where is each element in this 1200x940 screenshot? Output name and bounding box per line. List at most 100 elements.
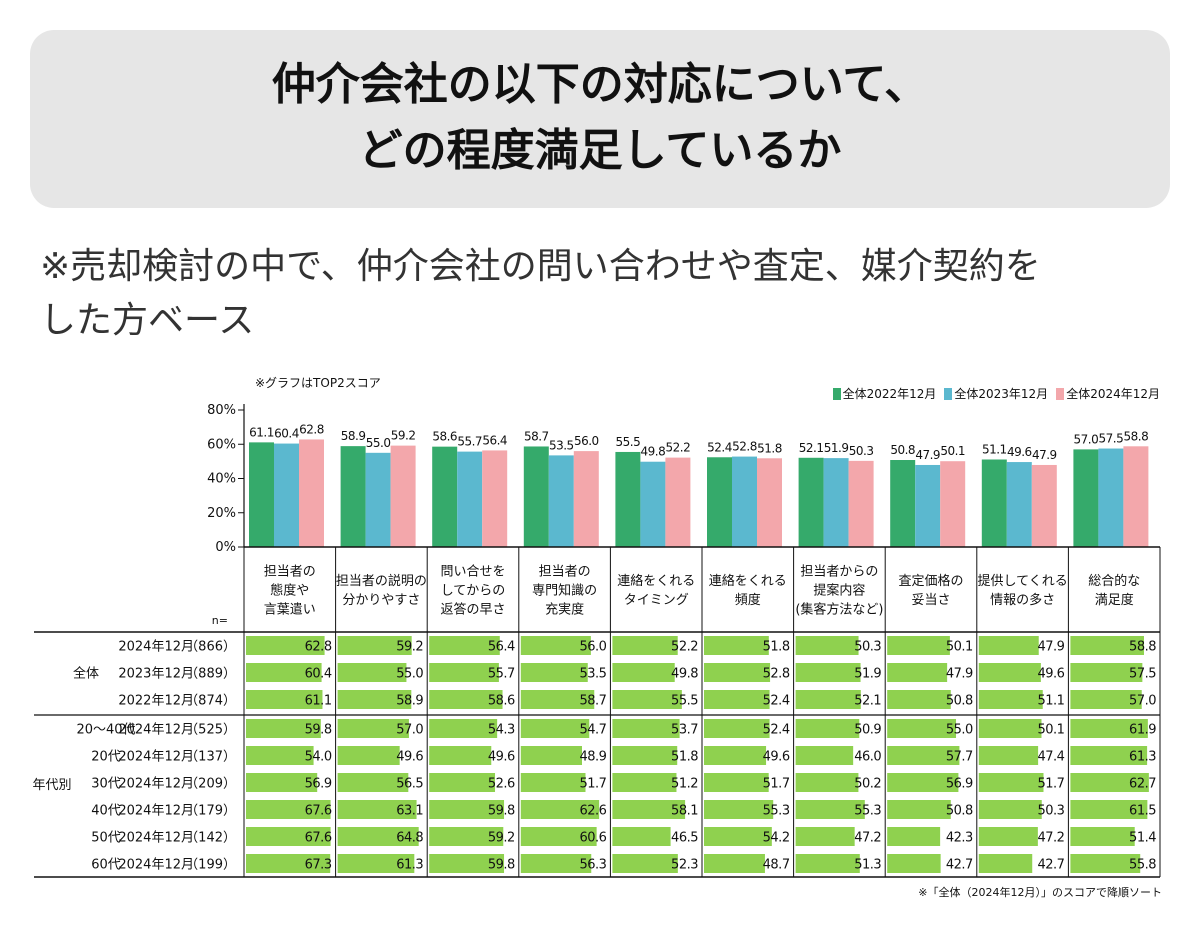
table-value-label: 60.6 xyxy=(579,831,606,846)
category-label: 連絡をくれる頻度 xyxy=(709,573,787,608)
table-bar xyxy=(246,636,325,655)
table-bar xyxy=(704,854,765,873)
table-bar xyxy=(520,746,582,765)
table-bar xyxy=(520,690,595,709)
table-value-label: 54.3 xyxy=(488,723,515,738)
table-value-label: 47.4 xyxy=(1037,750,1064,765)
table-bar xyxy=(337,663,407,682)
table-bar xyxy=(1070,719,1148,738)
table-value-label: 56.4 xyxy=(488,640,515,655)
bar-value-label: 51.8 xyxy=(757,441,782,455)
table-value-label: 62.7 xyxy=(1129,777,1156,792)
table-value-label: 56.3 xyxy=(579,858,606,873)
table-bar xyxy=(1070,773,1149,792)
category-label: 担当者の態度や言葉遣い xyxy=(264,565,316,618)
bar-2024-3 xyxy=(573,451,599,547)
table-bar xyxy=(1070,854,1141,873)
table-bar xyxy=(704,773,769,792)
bar-2023-7 xyxy=(915,464,941,547)
legend-item-2022: 全体2022年12月 xyxy=(832,385,936,402)
table-value-label: 51.7 xyxy=(579,777,606,792)
table-bar xyxy=(612,690,682,709)
table-bar xyxy=(887,636,950,655)
table-bar xyxy=(978,663,1041,682)
legend-item-2023: 全体2023年12月 xyxy=(944,385,1048,402)
table-value-label: 54.7 xyxy=(579,723,606,738)
table-value-label: 52.6 xyxy=(488,777,515,792)
table-bar xyxy=(704,827,772,846)
bar-2023-1 xyxy=(365,452,391,547)
table-bar xyxy=(887,690,951,709)
table-value-label: 51.1 xyxy=(1037,694,1064,709)
table-value-label: 51.7 xyxy=(763,777,790,792)
table-value-label: 51.8 xyxy=(671,750,698,765)
table-value-label: 47.2 xyxy=(1037,831,1064,846)
table-bar xyxy=(246,746,314,765)
table-bar xyxy=(429,746,492,765)
table-value-label: 57.0 xyxy=(396,723,423,738)
table-value-label: 62.8 xyxy=(305,640,332,655)
category-label: 担当者の説明の分かりやすさ xyxy=(336,573,427,608)
bar-2023-6 xyxy=(823,458,849,547)
bar-value-label: 55.7 xyxy=(457,435,482,449)
table-value-label: 58.9 xyxy=(396,694,423,709)
bar-2022-0 xyxy=(249,442,274,547)
y-tick-label: 60% xyxy=(207,437,236,452)
y-tick-label: 80% xyxy=(207,403,236,418)
bar-value-label: 53.5 xyxy=(549,438,574,452)
table-value-label: 51.2 xyxy=(671,777,698,792)
bar-value-label: 47.9 xyxy=(1032,448,1057,462)
table-bar xyxy=(704,746,767,765)
table-bar xyxy=(246,854,331,873)
table-value-label: 49.6 xyxy=(488,750,515,765)
bar-value-label: 52.1 xyxy=(799,441,824,455)
bar-value-label: 50.8 xyxy=(890,443,915,457)
table-value-label: 46.0 xyxy=(854,750,881,765)
table-value-label: 58.8 xyxy=(1129,640,1156,655)
table-bar xyxy=(337,746,400,765)
table-value-label: 57.0 xyxy=(1129,694,1156,709)
table-bar xyxy=(612,773,677,792)
table-value-label: 63.1 xyxy=(396,804,423,819)
table-value-label: 61.9 xyxy=(1129,723,1156,738)
bar-2023-5 xyxy=(732,456,757,547)
table-value-label: 57.7 xyxy=(946,750,973,765)
row-n-label: （179） xyxy=(185,804,236,819)
table-bar xyxy=(337,773,409,792)
chart-note: ※グラフはTOP2スコア xyxy=(255,376,381,390)
table-bar xyxy=(337,719,409,738)
table-value-label: 60.4 xyxy=(305,667,332,682)
table-bar xyxy=(887,719,957,738)
table-value-label: 52.1 xyxy=(854,694,881,709)
table-value-label: 58.1 xyxy=(671,804,698,819)
row-period-label: 2024年12月 xyxy=(118,831,194,846)
table-value-label: 52.4 xyxy=(763,723,790,738)
table-value-label: 61.5 xyxy=(1129,804,1156,819)
table-value-label: 50.9 xyxy=(854,723,881,738)
table-value-label: 47.2 xyxy=(854,831,881,846)
bar-2024-1 xyxy=(390,445,416,547)
legend-swatch-2024 xyxy=(1056,387,1065,400)
table-bar xyxy=(429,719,498,738)
bar-value-label: 55.0 xyxy=(366,436,391,450)
table-bar xyxy=(337,636,412,655)
row-group-label: 年代別 xyxy=(32,778,71,793)
table-bar xyxy=(246,800,331,819)
row-period-label: 2022年12月 xyxy=(118,694,194,709)
table-bar xyxy=(612,827,671,846)
table-value-label: 56.9 xyxy=(946,777,973,792)
bar-value-label: 50.3 xyxy=(849,444,874,458)
bar-2024-0 xyxy=(299,439,324,547)
row-n-label: （874） xyxy=(185,694,236,709)
table-bar xyxy=(337,690,412,709)
table-value-label: 59.8 xyxy=(488,858,515,873)
table-value-label: 67.3 xyxy=(305,858,332,873)
table-value-label: 61.1 xyxy=(305,694,332,709)
category-label: 担当者の専門知識の充実度 xyxy=(532,565,597,618)
bar-value-label: 58.8 xyxy=(1124,429,1149,443)
row-age-label: 50代 xyxy=(91,831,121,846)
bar-value-label: 52.2 xyxy=(666,441,691,455)
table-bar xyxy=(887,827,941,846)
bar-value-label: 49.6 xyxy=(1007,445,1032,459)
